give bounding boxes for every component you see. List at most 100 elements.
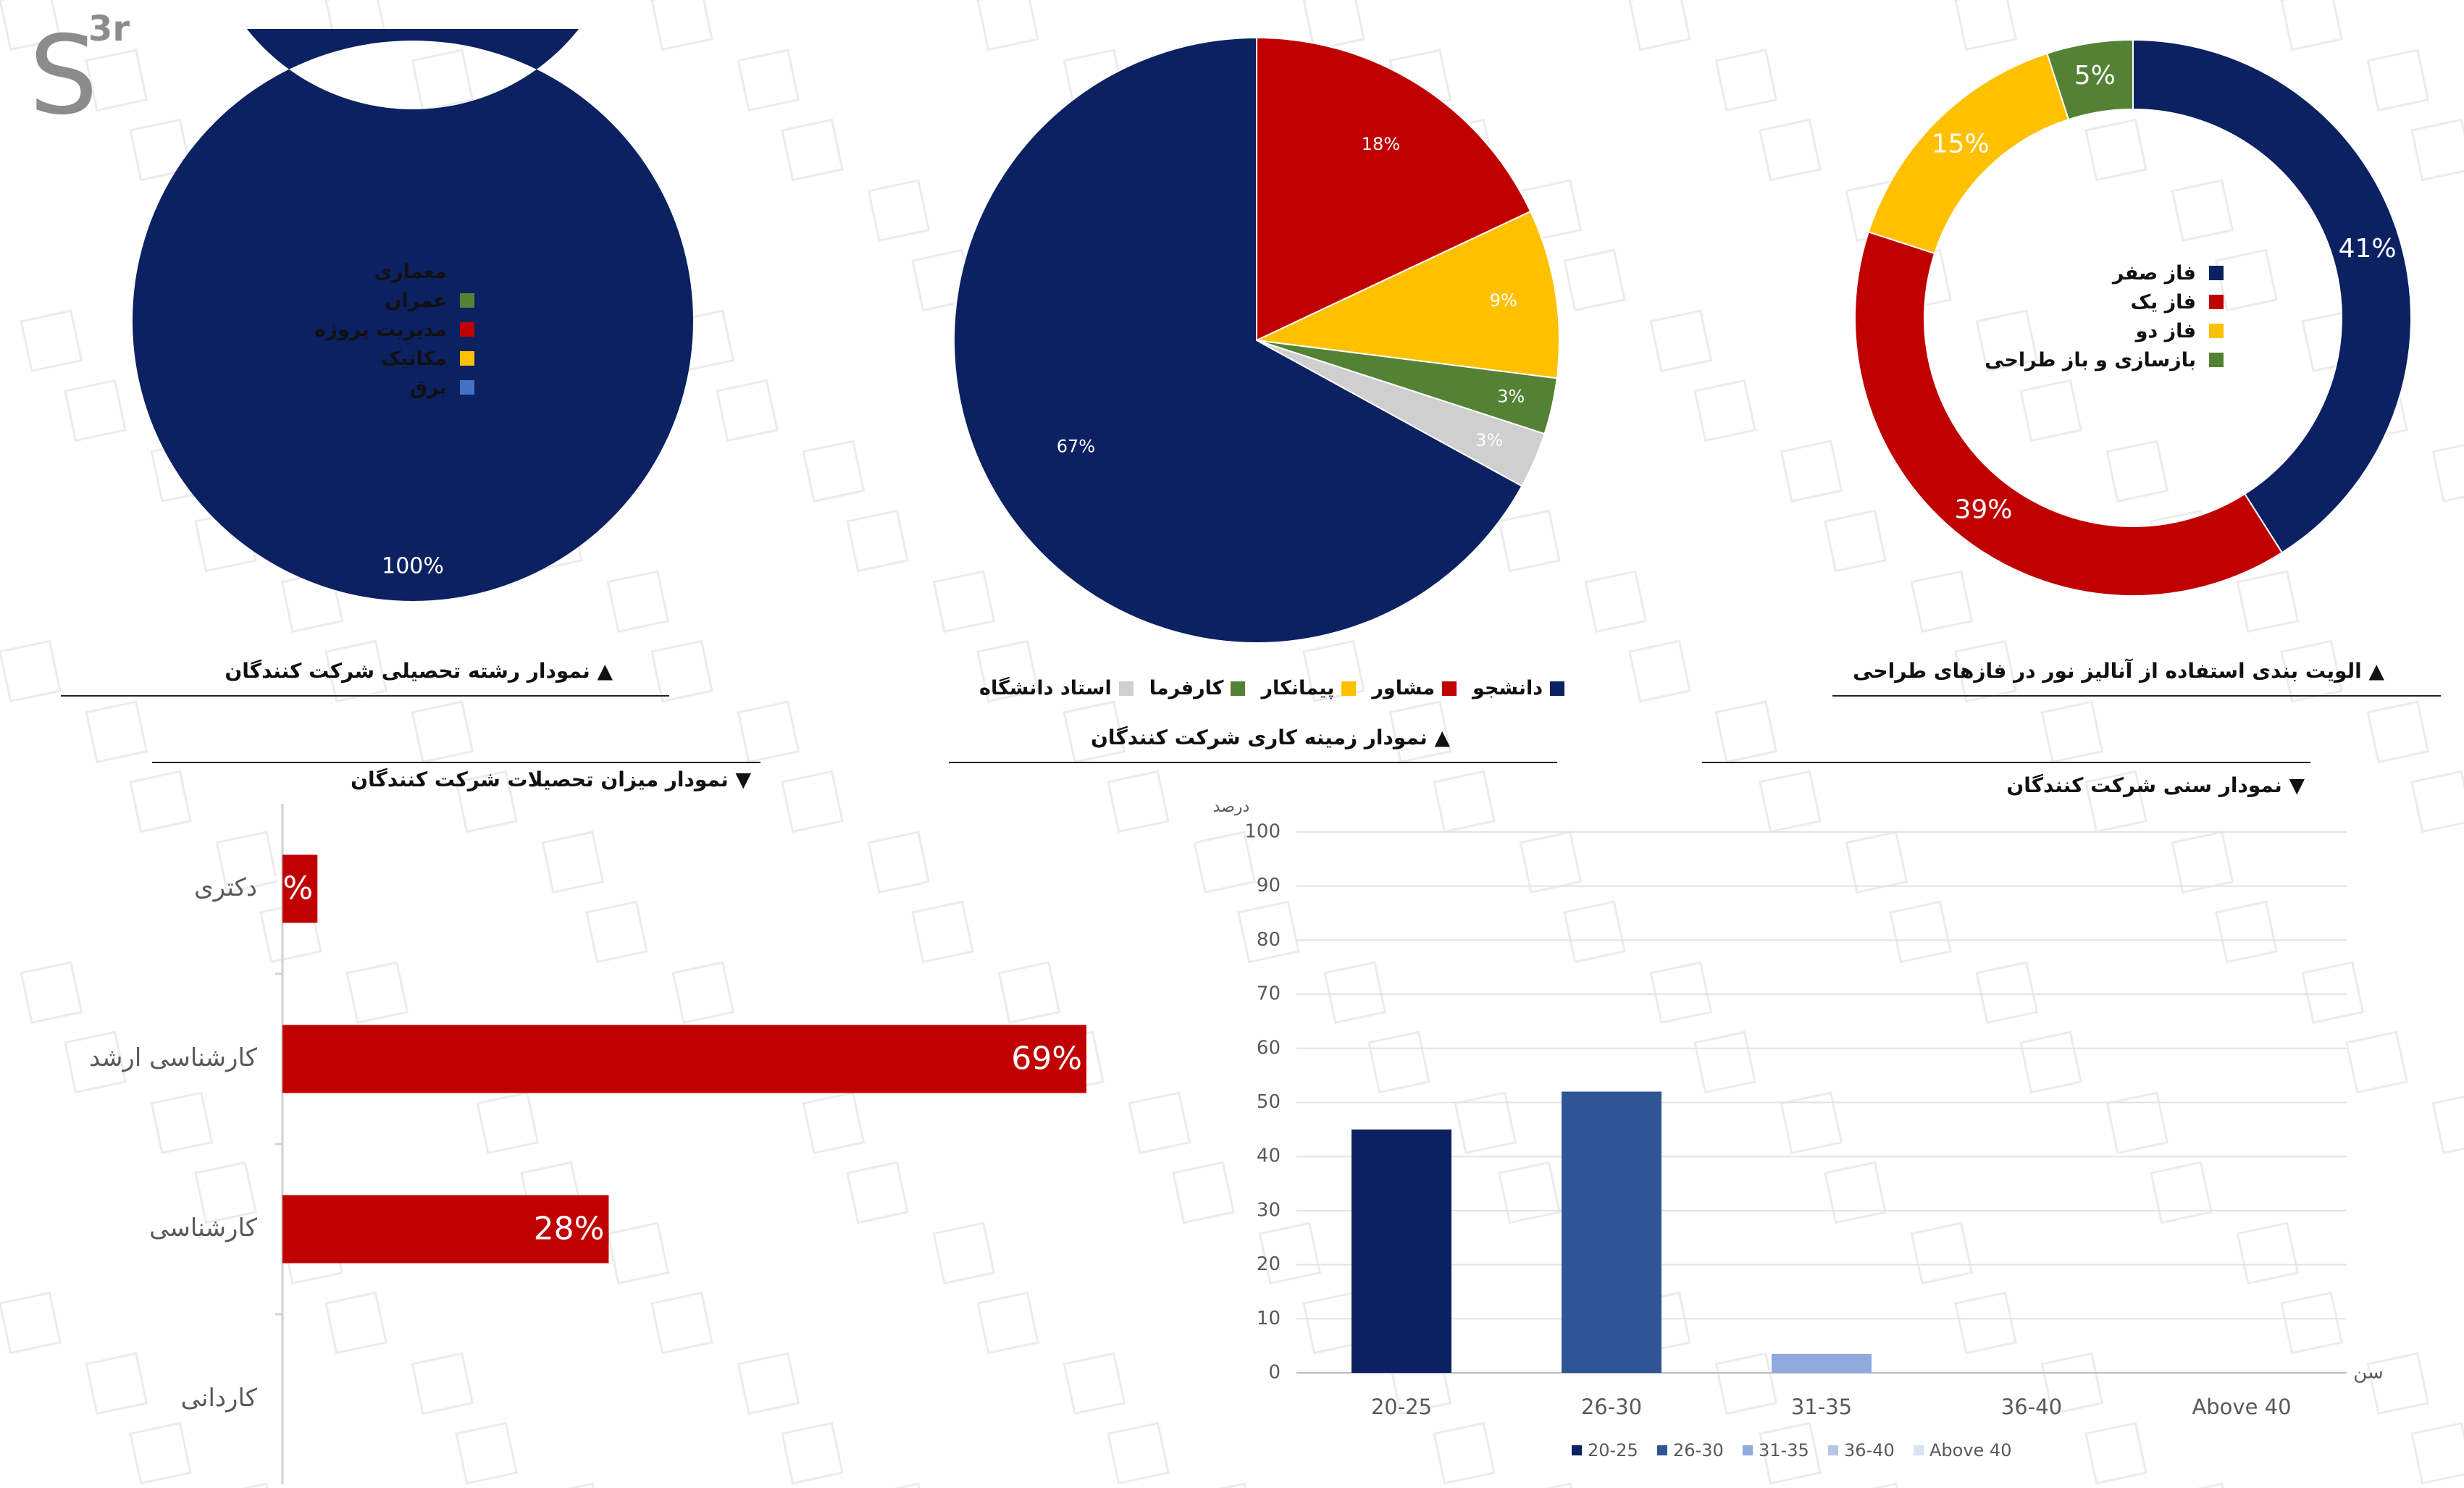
education-category-label: دکتری [194,873,257,902]
field-legend-label: معماری [374,260,448,283]
field-legend-item: برق [282,373,474,402]
field-donut-chart: 100% [133,29,693,601]
age-y-tick-label: 10 [1257,1308,1281,1329]
age-y-axis-label: درصد [1213,798,1250,816]
education-bar [282,854,318,923]
work-slice-2 [1254,210,1560,379]
work-legend-item: دانشجو [1472,677,1565,699]
work-legend-swatch [1550,681,1565,696]
work-legend-label: کارفرما [1149,677,1224,699]
phase-chart-caption: ▲ الویت بندی استفاده از آنالیز نور در فا… [1853,659,2384,683]
work-legend-swatch [1118,681,1133,696]
work-caption-rule [949,762,1557,763]
phase-legend-item: بازسازی و باز طراحی [1985,345,2224,374]
work-legend-swatch [1231,681,1246,696]
work-pie-legend: دانشجو مشاور پیمانکار کارفرما استاد دانشگاه [963,677,1565,699]
age-y-tick-label: 60 [1257,1037,1281,1059]
work-slice-label-4: 3% [1475,430,1503,450]
education-category-label: کارشناسی ارشد [89,1043,258,1072]
phase-slice-label-1: 39% [1954,495,2012,524]
education-bar-chart: دکتری 3% کارشناسی ارشد 69% کارشناسی 28% کاردان… [89,804,1086,1484]
age-y-tick-label: 0 [1268,1362,1281,1384]
logo: S [29,13,99,139]
age-legend-swatch [1572,1445,1582,1455]
work-legend-swatch [1341,681,1357,696]
age-legend-label: 31-35 [1759,1440,1809,1460]
age-legend-label: 20-25 [1588,1440,1638,1460]
field-slice-0 [133,29,693,601]
phase-legend-item: فاز صفر [1985,258,2224,287]
field-legend-swatch [460,293,474,308]
age-x-tick-label: 36-40 [2001,1395,2062,1419]
age-x-tick-label: 31-35 [1791,1395,1852,1419]
education-caption-rule [152,762,760,763]
phase-legend-label: بازسازی و باز طراحی [1985,348,2196,371]
work-legend-label: استاد دانشگاه [979,677,1112,699]
field-legend-swatch [460,322,474,337]
age-x-axis-label: سن [2353,1362,2384,1384]
age-chart-caption: ▼ نمودار سنی شرکت کنندگان [2006,773,2305,797]
work-legend-item: پیمانکار [1261,677,1357,699]
phase-slice-1 [1854,231,2284,597]
phase-legend-swatch [2209,266,2224,280]
field-chart-caption: ▲ نمودار رشته تحصیلی شرکت کنندگان [225,659,613,683]
age-y-tick-label: 90 [1257,875,1281,896]
work-chart-caption: ▲ نمودار زمینه کاری شرکت کنندگان [1091,726,1450,749]
field-slice-label-0: 100% [382,554,444,579]
work-legend-label: مشاور [1372,677,1436,699]
phase-legend-swatch [2209,295,2224,309]
education-bar [282,1025,1086,1093]
age-bar [1352,1129,1451,1373]
work-slice-0 [953,36,1523,644]
phase-slice-0 [2132,38,2412,554]
phase-legend-swatch [2209,353,2224,367]
age-x-tick-label: 20-25 [1371,1395,1432,1419]
field-caption-rule [61,695,669,697]
phase-legend-label: فاز صفر [2112,261,2196,285]
age-y-tick-label: 80 [1257,929,1281,951]
age-y-tick-label: 70 [1257,983,1281,1005]
age-legend-swatch [1743,1445,1753,1455]
field-legend-label: برق [409,376,447,399]
age-y-tick-label: 50 [1257,1091,1281,1113]
work-slice-1 [1256,36,1532,342]
field-legend-label: عمران [385,289,447,312]
age-caption-rule [1702,762,2310,763]
work-slice-label-0: 67% [1057,437,1095,457]
age-y-tick-label: 100 [1244,821,1281,843]
age-legend-label: 36-40 [1844,1440,1895,1460]
work-slice-label-2: 9% [1490,290,1517,311]
logo-superscript: 3r [88,9,130,49]
work-legend-item: مشاور [1372,677,1457,699]
education-category-label: کاردانی [181,1384,258,1413]
work-slice-label-1: 18% [1362,134,1400,154]
field-legend-item: مدیریت پروژه [282,315,474,344]
age-x-tick-label: Above 40 [2192,1395,2291,1419]
phase-donut-legend: فاز صفر فاز یک فاز دو بازسازی و باز طراحی [1985,258,2224,374]
age-bar [1772,1353,1872,1373]
work-legend-item: کارفرما [1149,677,1246,699]
field-legend-label: مدیریت پروژه [314,318,447,341]
age-legend-label: 26-30 [1673,1440,1724,1460]
age-legend-swatch [1657,1445,1667,1455]
phase-legend-item: فاز یک [1985,287,2224,316]
work-legend-label: دانشجو [1472,677,1543,699]
education-bar-label: 28% [534,1211,605,1248]
phase-donut-chart: 41% 39% 15% 5% [1854,38,2412,597]
education-bar-label: 3% [262,870,313,907]
age-y-tick-label: 20 [1257,1253,1281,1275]
work-legend-item: استاد دانشگاه [979,677,1133,699]
work-slice-label-3: 3% [1497,387,1525,407]
age-y-tick-label: 30 [1257,1199,1281,1221]
phase-caption-rule [1832,695,2441,697]
field-legend-swatch [460,380,474,395]
education-category-label: کارشناسی [149,1214,258,1243]
phase-legend-item: فاز دو [1985,316,2224,345]
field-legend-swatch [460,264,474,279]
phase-slice-label-3: 5% [2074,61,2116,91]
age-x-tick-label: 26-30 [1581,1395,1642,1419]
age-bar [1562,1091,1661,1373]
phase-legend-swatch [2209,324,2224,338]
phase-legend-label: فاز دو [2135,319,2196,342]
field-legend-item: مکانیک [282,344,474,373]
